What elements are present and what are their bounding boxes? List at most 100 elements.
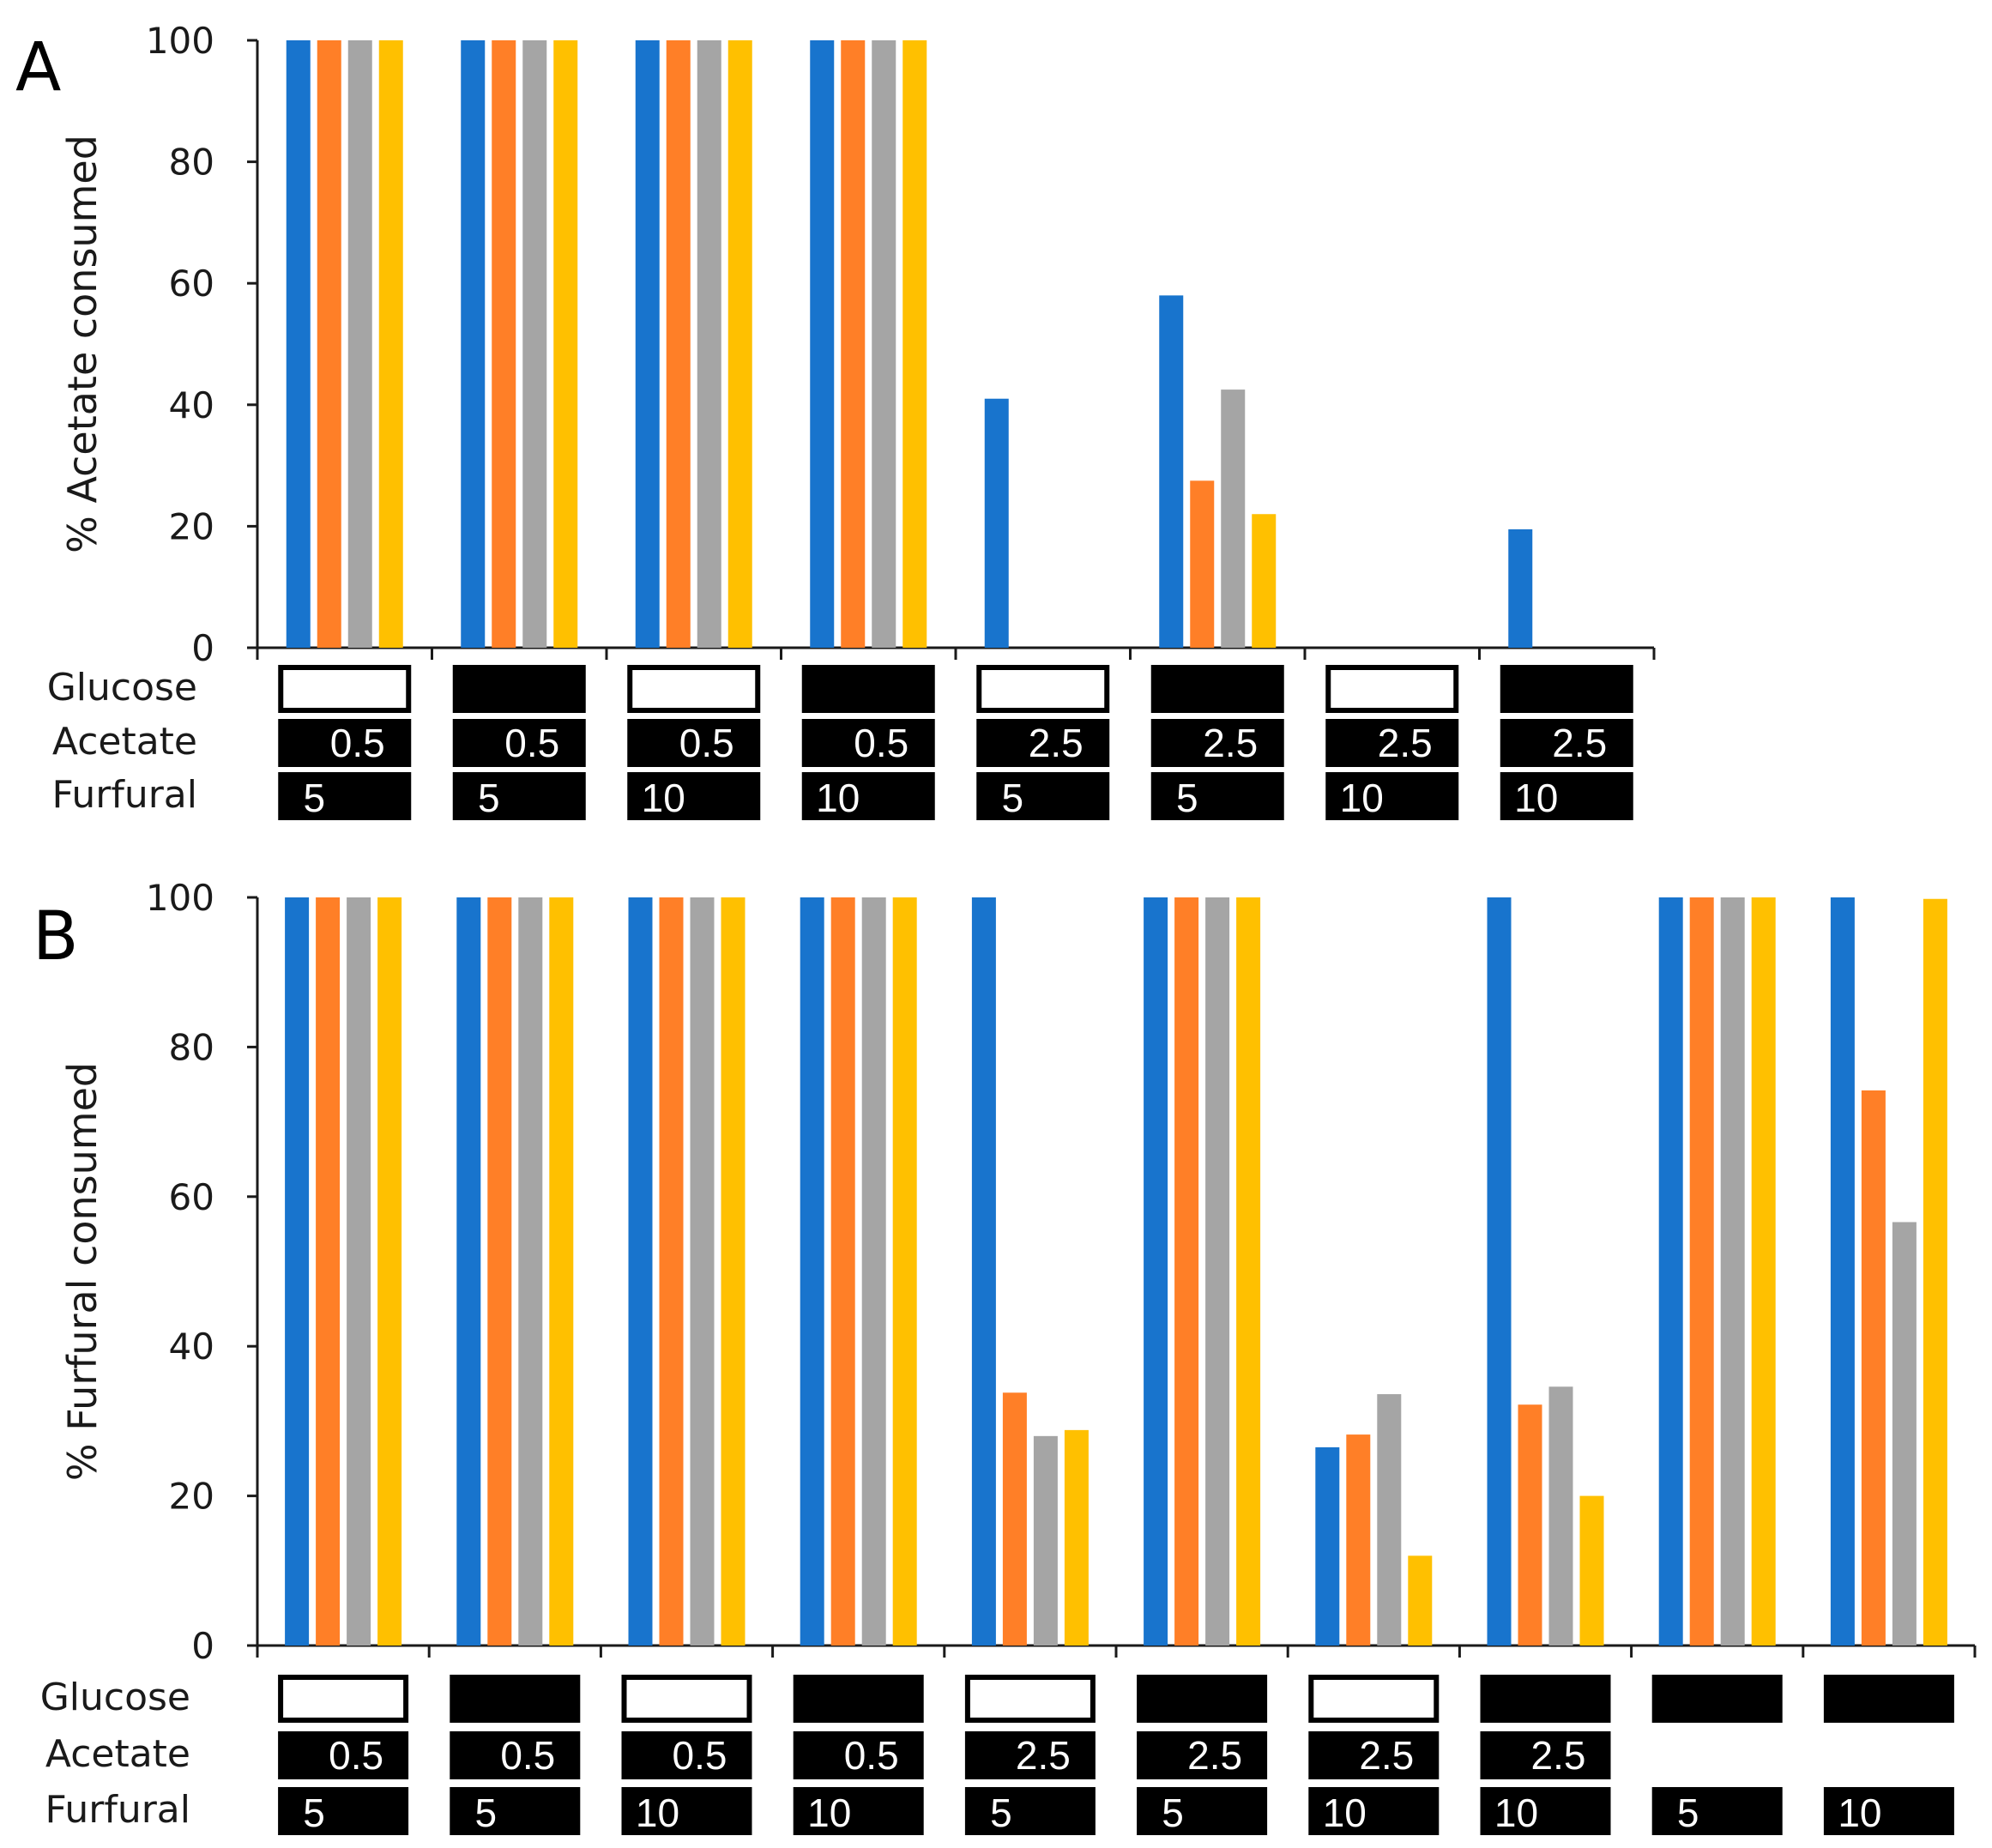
- furfural-box: [801, 772, 935, 820]
- row-label-acetate: Acetate: [52, 720, 197, 764]
- acetate-value: 0.5: [673, 1733, 727, 1778]
- bar-series1-group6: [1144, 897, 1168, 1646]
- acetate-value: 2.5: [1552, 721, 1607, 765]
- bar-series1-group1: [285, 897, 310, 1646]
- glucose-present-box: [801, 665, 935, 713]
- row-label-glucose: Glucose: [40, 1676, 190, 1719]
- bar-series1-group5: [984, 398, 1009, 648]
- bar-series1-group7: [1315, 1446, 1340, 1646]
- bar-series1-group3: [635, 40, 660, 648]
- furfural-box: [278, 772, 412, 820]
- acetate-box: [278, 719, 412, 767]
- glucose-present-box: [1823, 1675, 1954, 1723]
- glucose-present-box: [1480, 1675, 1611, 1723]
- bar-series4-group5: [1064, 1429, 1089, 1646]
- acetate-box: [1480, 1731, 1611, 1779]
- bar-series1-group4: [810, 40, 835, 648]
- y-axis-title: % Acetate consumed: [59, 135, 106, 553]
- furfural-value: 10: [807, 1791, 851, 1835]
- y-tick-label: 0: [191, 1625, 214, 1667]
- bar-series4-group1: [377, 897, 402, 1646]
- furfural-value: 5: [475, 1791, 498, 1835]
- acetate-value: 2.5: [1203, 721, 1258, 765]
- glucose-absent-box: [627, 665, 761, 713]
- bar-series4-group7: [1408, 1555, 1433, 1646]
- acetate-box: [964, 1731, 1096, 1779]
- row-label-furfural: Furfural: [51, 773, 197, 817]
- bar-series4-group9: [1751, 897, 1776, 1646]
- bar-series1-group4: [800, 897, 824, 1646]
- glucose-present-box: [1150, 665, 1284, 713]
- glucose-present-box: [1500, 665, 1633, 713]
- chart-panel-b: B 0 20 40 60 80 100 % Furfural consumed Glucose A…: [33, 877, 1977, 1835]
- y-axis-title: % Furfural consumed: [59, 1062, 106, 1481]
- chart-panel-a: A 0 20 40 60 80 100 % Acetate consumed Glucose Ac…: [15, 20, 1656, 820]
- bar-series2-group10: [1861, 1090, 1886, 1646]
- bar-series2-group2: [492, 40, 516, 648]
- acetate-box: [627, 719, 761, 767]
- acetate-box: [1308, 1731, 1440, 1779]
- bar-series3-group9: [1720, 897, 1745, 1646]
- acetate-box: [1500, 719, 1633, 767]
- acetate-value: 0.5: [329, 1733, 383, 1778]
- y-tick-label: 40: [169, 1326, 214, 1368]
- acetate-value: 0.5: [844, 1733, 899, 1778]
- y-tick-label: 20: [169, 1476, 214, 1518]
- y-tick-label: 40: [169, 384, 214, 426]
- y-tick-label: 20: [169, 505, 214, 547]
- bar-series3-group1: [347, 40, 372, 648]
- furfural-value: 10: [816, 776, 860, 820]
- glucose-absent-box: [1325, 665, 1459, 713]
- furfural-value: 10: [1514, 776, 1558, 820]
- acetate-value: 0.5: [679, 721, 734, 765]
- bar-series3-group7: [1377, 1394, 1402, 1646]
- bar-series3-group10: [1892, 1222, 1917, 1646]
- acetate-value: 0.5: [854, 721, 908, 765]
- acetate-box: [450, 1731, 581, 1779]
- glucose-absent-box: [964, 1675, 1096, 1723]
- bar-series3-group1: [347, 897, 371, 1646]
- bar-series1-group10: [1830, 897, 1855, 1646]
- bar-series4-group3: [721, 897, 745, 1646]
- bar-series4-group6: [1236, 897, 1261, 1646]
- bar-series4-group4: [902, 40, 927, 648]
- glucose-present-box: [793, 1675, 924, 1723]
- furfural-box: [1308, 1787, 1440, 1835]
- furfural-value: 5: [303, 776, 325, 820]
- bar-series2-group6: [1174, 897, 1199, 1646]
- furfural-value: 10: [1838, 1791, 1881, 1835]
- bar-series2-group4: [830, 897, 855, 1646]
- furfural-box: [278, 1787, 409, 1835]
- bar-series4-group2: [549, 897, 574, 1646]
- bar-series1-group1: [286, 40, 311, 648]
- bar-series2-group7: [1346, 1434, 1371, 1646]
- bar-series1-group2: [461, 40, 486, 648]
- bar-series3-group8: [1548, 1386, 1573, 1646]
- furfural-value: 5: [1677, 1791, 1699, 1835]
- acetate-value: 0.5: [504, 721, 559, 765]
- bar-series2-group9: [1689, 897, 1714, 1646]
- furfural-value: 5: [478, 776, 500, 820]
- acetate-box: [801, 719, 935, 767]
- furfural-box: [1480, 1787, 1611, 1835]
- glucose-absent-box: [278, 665, 412, 713]
- furfural-value: 5: [1176, 776, 1198, 820]
- furfural-box: [1325, 772, 1459, 820]
- acetate-box: [793, 1731, 924, 1779]
- row-label-furfural: Furfural: [45, 1788, 190, 1832]
- glucose-present-box: [452, 665, 586, 713]
- acetate-value: 2.5: [1531, 1733, 1586, 1778]
- bar-series1-group5: [971, 897, 996, 1646]
- furfural-value: 10: [636, 1791, 679, 1835]
- furfural-value: 5: [303, 1791, 325, 1835]
- bar-series2-group2: [487, 897, 512, 1646]
- bar-series1-group8: [1487, 897, 1512, 1646]
- bar-series2-group6: [1190, 480, 1215, 648]
- bar-series3-group6: [1205, 897, 1230, 1646]
- furfural-value: 10: [642, 776, 685, 820]
- bar-series3-group2: [518, 897, 543, 1646]
- bar-series2-group1: [316, 897, 341, 1646]
- furfural-box: [793, 1787, 924, 1835]
- furfural-value: 5: [1162, 1791, 1184, 1835]
- furfural-value: 10: [1494, 1791, 1538, 1835]
